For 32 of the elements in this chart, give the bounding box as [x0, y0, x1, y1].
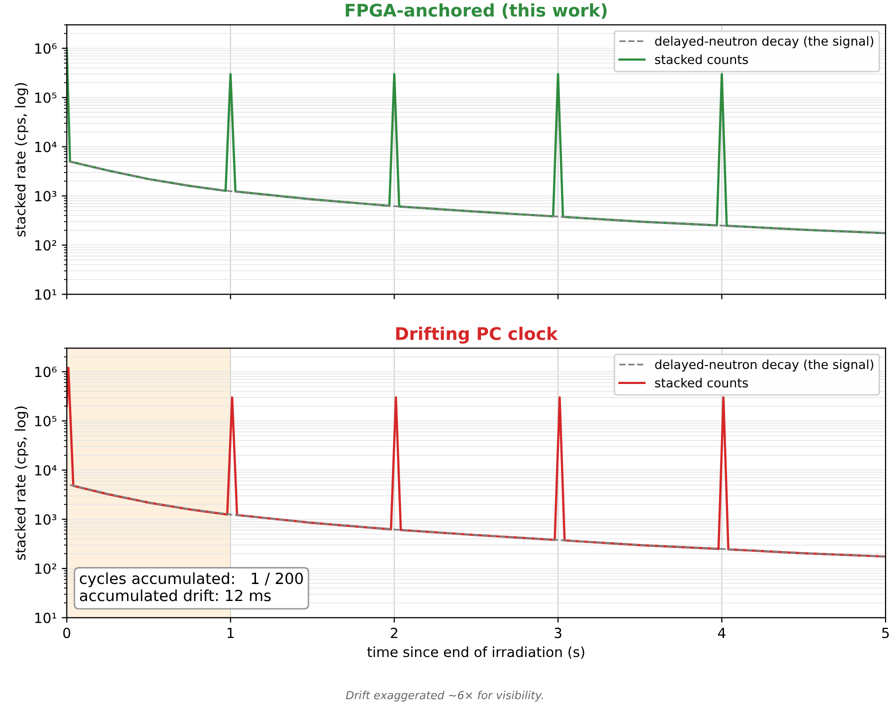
y-tick-label: 10⁵ [35, 92, 56, 103]
y-tick-label: 10³ [35, 190, 56, 202]
y-tick-label: 10¹ [35, 289, 56, 300]
legend-label: delayed-neutron decay (the signal) [655, 36, 874, 48]
line-series [69, 484, 886, 558]
y-tick-label: 10² [35, 240, 56, 251]
line-series [66, 47, 886, 234]
y-tick-label: 10² [35, 563, 56, 574]
legend-label: delayed-neutron decay (the signal) [655, 359, 874, 372]
annotation: cycles accumulated: 1 / 200 accumulated drift: 12 ms [80, 572, 303, 602]
y-tick-label: 10¹ [35, 612, 56, 624]
y-tick-label: 10⁶ [35, 366, 57, 378]
y-tick-label: 10⁴ [35, 465, 57, 476]
chart-title: FPGA-anchored (this work) [346, 3, 607, 19]
legend-label: stacked counts [655, 378, 748, 388]
x-tick-label: 4 [718, 628, 726, 638]
y-axis-title: stacked rate (cps, log) [14, 83, 28, 236]
text: Drift exaggerated ~6× for visibility. [346, 690, 543, 702]
y-tick-label: 10⁴ [35, 142, 57, 152]
chart-title: Drifting PC clock [396, 326, 558, 344]
legend-label: stacked counts [655, 54, 748, 64]
x-tick-label: 5 [882, 628, 889, 638]
x-tick-label: 1 [228, 628, 234, 638]
x-axis-title: time since end of irradiation (s) [367, 646, 584, 659]
x-tick-label: 0 [63, 628, 70, 638]
line-series [69, 160, 886, 234]
x-tick-label: 2 [390, 628, 398, 638]
y-axis-title: stacked rate (cps, log) [14, 406, 28, 560]
y-tick-label: 10⁵ [35, 416, 56, 426]
y-tick-label: 10⁶ [35, 43, 57, 54]
x-tick-label: 3 [554, 628, 562, 638]
y-tick-label: 10³ [35, 514, 56, 525]
